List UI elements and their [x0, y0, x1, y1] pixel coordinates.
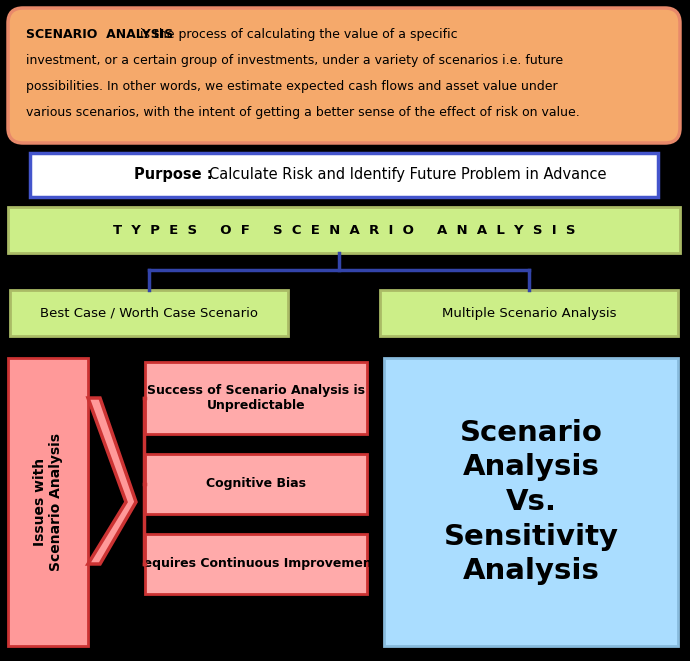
Text: T  Y  P  E  S     O  F     S  C  E  N  A  R  I  O     A  N  A  L  Y  S  I  S: T Y P E S O F S C E N A R I O A N A L Y …	[112, 223, 575, 237]
Text: Requires Continuous Improvement: Requires Continuous Improvement	[134, 557, 378, 570]
Bar	[384, 358, 678, 646]
Text: Calculate Risk and Identify Future Problem in Advance: Calculate Risk and Identify Future Probl…	[209, 167, 607, 182]
Text: Purpose :: Purpose :	[135, 167, 218, 182]
Bar	[8, 358, 88, 646]
Text: is the process of calculating the value of a specific: is the process of calculating the value …	[132, 28, 458, 41]
Bar	[8, 207, 680, 253]
Bar	[30, 153, 658, 197]
Text: Multiple Scenario Analysis: Multiple Scenario Analysis	[442, 307, 616, 319]
Bar	[10, 290, 288, 336]
Text: SCENARIO  ANALYSIS: SCENARIO ANALYSIS	[26, 28, 173, 41]
FancyBboxPatch shape	[8, 8, 680, 143]
Text: Scenario
Analysis
Vs.
Sensitivity
Analysis: Scenario Analysis Vs. Sensitivity Analys…	[444, 419, 618, 585]
Polygon shape	[88, 398, 136, 564]
Bar	[145, 534, 367, 594]
Bar	[145, 454, 367, 514]
Bar	[380, 290, 678, 336]
Text: Cognitive Bias: Cognitive Bias	[206, 477, 306, 490]
Bar	[145, 362, 367, 434]
Text: Success of Scenario Analysis is
Unpredictable: Success of Scenario Analysis is Unpredic…	[147, 384, 365, 412]
Text: Issues with
Scenario Analysis: Issues with Scenario Analysis	[33, 433, 63, 571]
Text: investment, or a certain group of investments, under a variety of scenarios i.e.: investment, or a certain group of invest…	[26, 54, 563, 67]
Text: Best Case / Worth Case Scenario: Best Case / Worth Case Scenario	[40, 307, 258, 319]
Text: various scenarios, with the intent of getting a better sense of the effect of ri: various scenarios, with the intent of ge…	[26, 106, 580, 119]
Text: possibilities. In other words, we estimate expected cash flows and asset value u: possibilities. In other words, we estima…	[26, 80, 558, 93]
